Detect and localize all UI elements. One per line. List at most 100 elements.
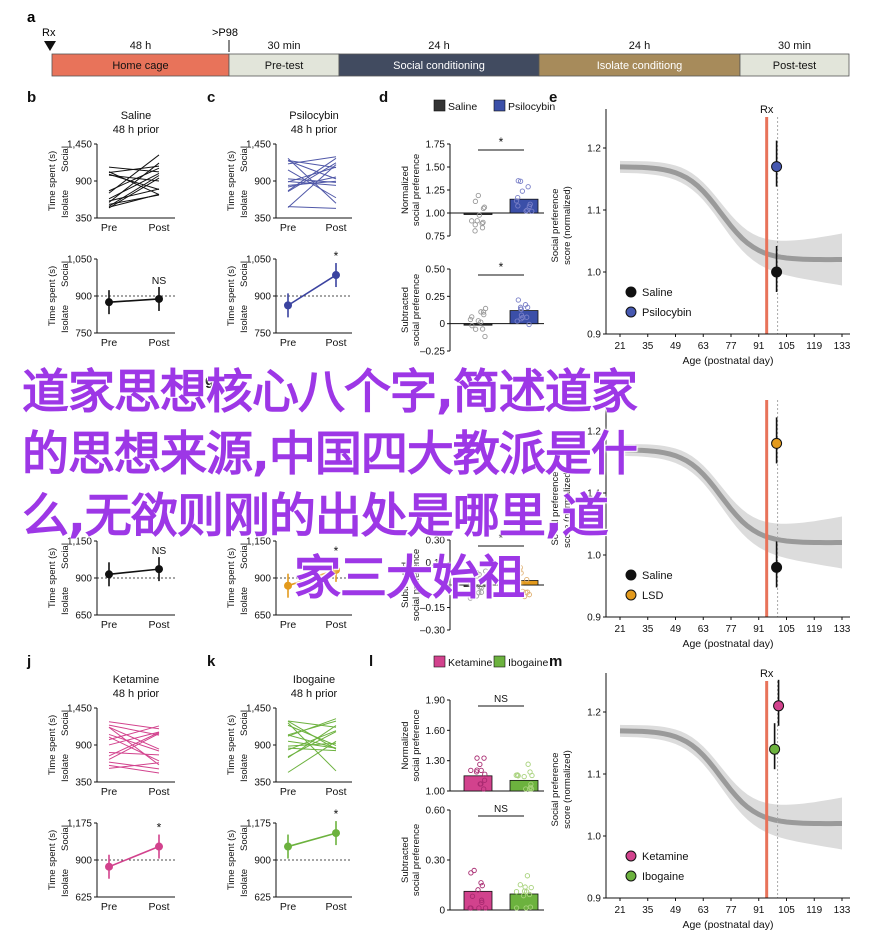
subject-point	[513, 889, 520, 895]
subject-line	[287, 162, 337, 193]
y-tick-label: 900	[75, 856, 92, 867]
x-tick-label: 35	[642, 341, 654, 352]
timeline-duration-label: 24 h	[629, 40, 650, 52]
legend-marker	[625, 306, 637, 318]
subject-point	[514, 318, 520, 324]
subject-line	[287, 156, 337, 165]
subject-point	[475, 887, 481, 893]
legend-label: Ibogaine	[508, 657, 548, 669]
mean-point-post	[155, 294, 163, 303]
y-axis-title-line1: Normalized	[400, 721, 411, 769]
subject-point	[476, 590, 482, 596]
paired-plot-c-bottom: 1,050 900 750 Pre Post Time spent (s) Social Is…	[226, 249, 352, 349]
y-tick-label: 625	[75, 893, 92, 904]
y-tick-label: 0.9	[587, 613, 601, 624]
y-axis-title: Time spent (s)	[226, 151, 237, 211]
y-tick-label: 900	[254, 574, 271, 585]
y-tick-label: 900	[254, 177, 271, 188]
subject-point	[475, 192, 481, 199]
legend-label: Psilocybin	[508, 101, 555, 113]
y-tick-label: 1,175	[67, 819, 92, 830]
x-tick-label: 35	[642, 905, 654, 916]
subject-point	[517, 882, 523, 888]
subject-point	[513, 198, 520, 204]
paired-plot-k-bottom: 1,175 900 625 Pre Post Time spent (s) Social Is…	[226, 807, 352, 913]
rx-label: Rx	[760, 104, 774, 116]
subject-point	[515, 178, 521, 184]
subject-point	[482, 333, 488, 340]
y-tick-label: 900	[254, 856, 271, 867]
subject-point	[523, 786, 529, 792]
panel-subtitle: 48 h prior	[291, 688, 338, 700]
subject-point	[527, 904, 534, 910]
y-tick-label: 1,150	[67, 537, 92, 548]
panel-title: Saline	[121, 110, 152, 122]
timeline-phase-label: Pre-test	[265, 60, 304, 72]
subject-point	[517, 178, 524, 184]
y-tick-label: 900	[75, 574, 92, 585]
subject-line	[108, 751, 160, 756]
subject-point	[481, 204, 488, 210]
subject-point	[482, 905, 489, 911]
legend-marker	[625, 870, 637, 882]
significance-label: *	[334, 249, 339, 263]
subject-point	[528, 786, 535, 792]
y-axis-social-label: Social	[239, 825, 250, 851]
mean-point-post	[155, 842, 163, 851]
age-plot-m: Rx 1.2 1.1 1.0 0.9 21 35 49 63 77 91 105 119 133 Age (…	[550, 668, 851, 931]
subject-line	[108, 764, 160, 774]
x-axis-title: Age (postnatal day)	[682, 638, 773, 650]
y-axis-title-line1: Social preference	[550, 472, 561, 546]
subject-line	[287, 169, 337, 199]
significance-label: *	[334, 807, 339, 821]
y-tick-label: 1.00	[426, 787, 446, 798]
subject-point	[482, 771, 488, 777]
y-tick-label: 0.50	[426, 265, 446, 276]
subject-line	[108, 721, 160, 730]
panel-letter-c: c	[207, 89, 215, 106]
x-tick-label-pre: Pre	[101, 901, 118, 913]
timeline-duration-label: 30 min	[778, 40, 811, 52]
x-tick-label-pre: Pre	[280, 786, 297, 798]
subject-point	[472, 326, 479, 332]
x-tick-label: 119	[806, 341, 822, 352]
y-tick-label: 0.25	[426, 292, 446, 303]
x-tick-label: 105	[778, 341, 795, 352]
y-tick-label: 1.60	[426, 726, 446, 737]
subject-line	[287, 720, 337, 728]
subject-point	[478, 319, 484, 325]
subject-point	[474, 573, 480, 579]
legend-label: LSD	[642, 590, 663, 602]
y-axis-title-line2: social preference	[411, 709, 422, 781]
y-axis-title-line2: score (normalized)	[562, 750, 573, 829]
y-axis-title: Time spent (s)	[226, 266, 237, 326]
y-tick-label: 750	[75, 329, 92, 340]
series-point-lsd	[771, 437, 783, 449]
subject-point	[524, 207, 530, 213]
subject-point	[472, 198, 479, 204]
subject-point	[522, 884, 528, 890]
x-tick-label-post: Post	[148, 901, 169, 913]
x-axis-title: Age (postnatal day)	[682, 355, 773, 367]
subject-line	[287, 722, 337, 772]
legend-label: Saline	[448, 101, 477, 113]
subject-point	[479, 225, 486, 231]
x-tick-label: 91	[753, 341, 765, 352]
panel-letter-m: m	[549, 653, 562, 670]
y-tick-label: 1.50	[426, 163, 446, 174]
x-tick-label: 119	[806, 624, 822, 635]
y-tick-label: 1,050	[67, 255, 92, 266]
subject-point	[515, 195, 521, 201]
subject-line	[287, 206, 337, 209]
significance-label: *	[334, 544, 339, 558]
x-tick-label-pre: Pre	[101, 786, 118, 798]
y-tick-label: 1.75	[426, 140, 446, 151]
y-tick-label: 625	[254, 893, 271, 904]
subject-point	[467, 905, 473, 911]
x-tick-label: 63	[698, 624, 710, 635]
subject-line	[108, 732, 160, 757]
subject-point	[468, 870, 474, 876]
panel-letter-e: e	[549, 89, 557, 106]
rx-label: Rx	[42, 27, 56, 39]
y-tick-label: 0.9	[587, 894, 601, 905]
